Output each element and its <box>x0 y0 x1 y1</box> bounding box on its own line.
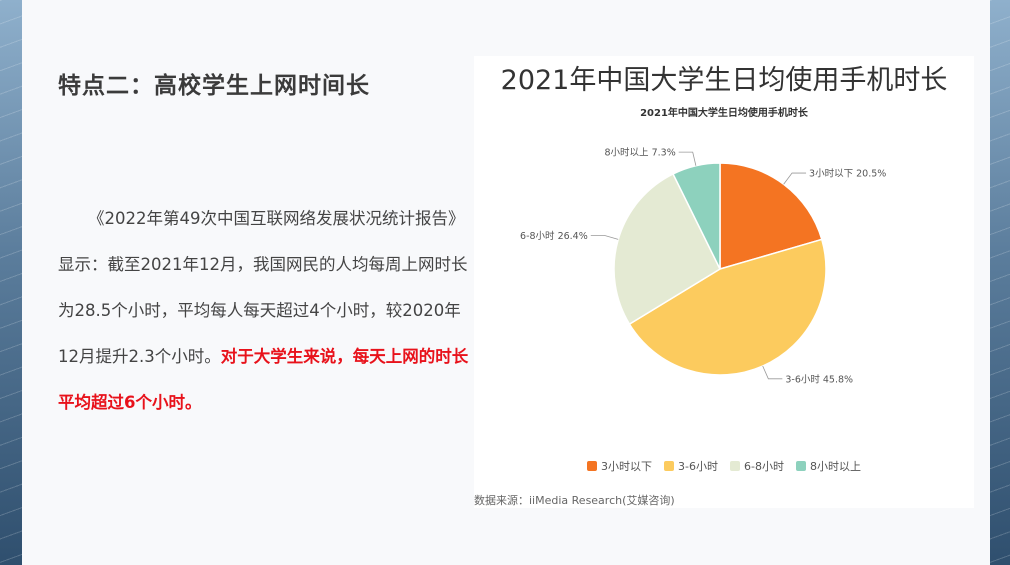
legend-label-2: 6-8小时 <box>744 460 784 473</box>
data-source-note: 数据来源：iiMedia Research(艾媒咨询) <box>474 494 675 507</box>
legend-item-2: 6-8小时 <box>730 458 784 474</box>
slice-label-1: 3-6小时 45.8% <box>785 373 853 385</box>
legend-label-3: 8小时以上 <box>809 460 861 473</box>
pie-slice-2 <box>613 172 721 326</box>
pie-slice-3 <box>672 162 721 270</box>
legend-label-1: 3-6小时 <box>678 460 718 473</box>
legend-item-3: 8小时以上 <box>795 458 861 474</box>
slide-heading: 特点二：高校学生上网时间长 <box>58 73 370 99</box>
slice-leader-line-2 <box>590 235 619 240</box>
legend-item-1: 3-6小时 <box>664 458 718 474</box>
legend-label-0: 3小时以下 <box>601 460 653 473</box>
slice-leader-line-3 <box>678 151 697 166</box>
legend-swatch-3 <box>795 461 806 471</box>
legend-swatch-0 <box>587 461 598 471</box>
body-paragraph: 《2022年第49次中国互联网络发展状况统计报告》显示：截至2021年12月，我… <box>58 196 476 426</box>
slice-label-2: 6-8小时 26.4% <box>520 230 588 242</box>
legend-swatch-2 <box>730 461 740 471</box>
pie-chart: 3小时以下 20.5% 3-6小时 45.8% 6-8小时 26.4% 8小时以上 7… <box>520 147 886 386</box>
left-frame-decoration <box>0 0 22 565</box>
body-highlight-text: 对于大学生来说，每天上网的时长平均超过6个小时。 <box>58 347 469 412</box>
right-frame-decoration <box>990 0 1010 565</box>
chart-subtitle: 2021年中国大学生日均使用手机时长 <box>640 108 808 119</box>
slide: 特点二：高校学生上网时间长 《2022年第49次中国互联网络发展状况统计报告》显… <box>22 0 990 565</box>
slice-label-3: 8小时以上 7.3% <box>605 147 676 159</box>
chart-title: 2021年中国大学生日均使用手机时长 <box>500 65 948 96</box>
body-text: 《2022年第49次中国互联网络发展状况统计报告》显示：截至2021年12月，我… <box>58 209 468 366</box>
pie-slice-0 <box>719 162 823 270</box>
legend-item-0: 3小时以下 <box>587 458 652 474</box>
legend-swatch-1 <box>664 461 675 471</box>
chart-legend: 3小时以下 3-6小时 6-8小时 8小时以上 <box>474 458 974 474</box>
chart-panel: 2021年中国大学生日均使用手机时长 2021年中国大学生日均使用手机时长 3小… <box>474 56 974 508</box>
slice-leader-line-0 <box>783 172 807 185</box>
slice-leader-line-1 <box>762 365 783 380</box>
slice-label-0: 3小时以下 20.5% <box>809 168 886 180</box>
pie-slice-1 <box>628 238 827 376</box>
